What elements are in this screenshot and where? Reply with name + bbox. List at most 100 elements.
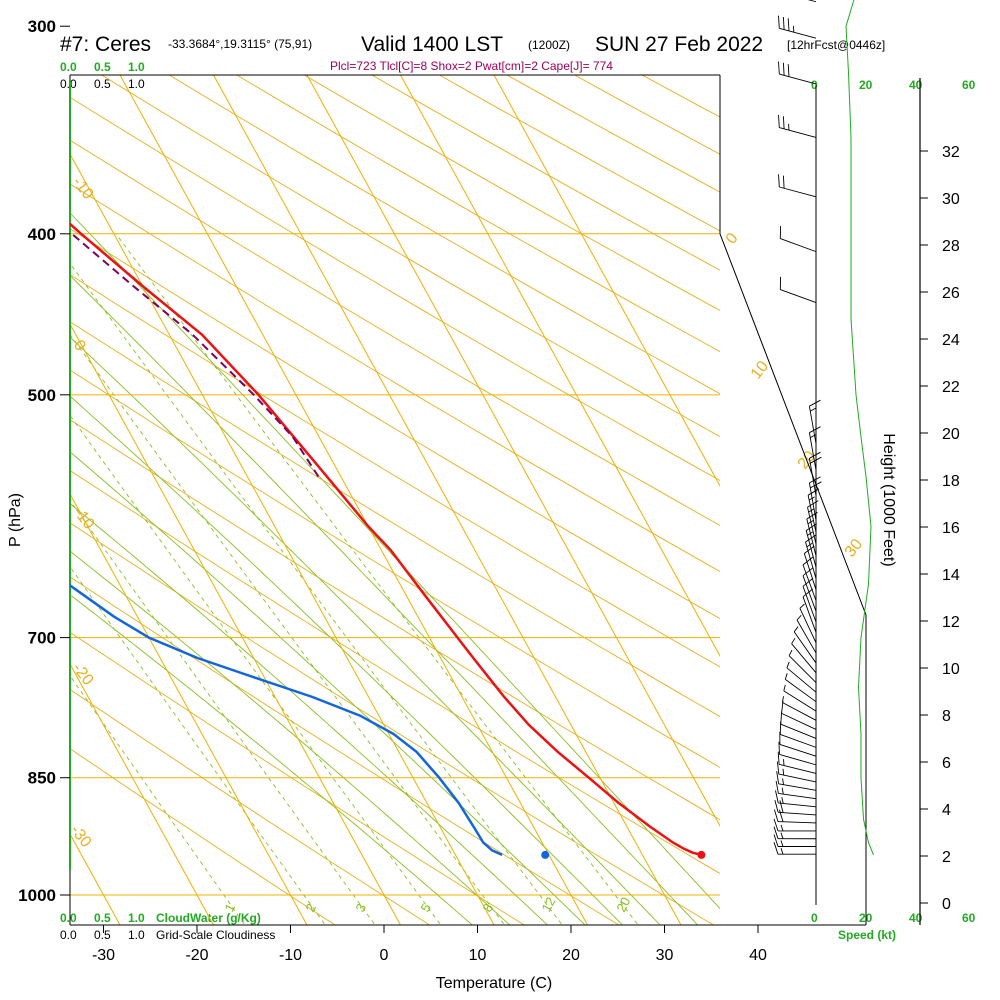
cloudwater-scale-bottom-0: 0.0 [60,911,77,925]
dry-adiabat [168,75,720,395]
wind-barb [773,826,817,840]
height-label: 30 [942,191,960,208]
speed-tick-bottom-60: 60 [962,911,976,925]
axes: 2503004005007008501000-30-20-10010203040… [18,17,960,964]
wind-barb-half-flag [793,626,799,633]
wind-barb-flag [782,116,785,129]
wind-barb-staff [802,586,817,623]
moist-adiabat [70,594,473,925]
wind-barb-flag [776,761,780,775]
wind-barb-flag [787,18,790,31]
wind-barb [779,276,817,304]
wind-barb-staff [802,575,817,612]
wind-barb-flag [807,488,820,496]
wind-barb-flag [778,114,780,128]
cloudwater-scale-0: 0.0 [60,60,77,74]
wind-barb-half-flag [786,661,790,668]
wind-barb-staff [808,458,817,496]
utc-time: (1200Z) [528,38,570,52]
wind-barb-flag [780,711,783,725]
wind-barb-flag [773,818,779,832]
wind-barb-flag [778,174,780,188]
wind-barb-flag [778,61,780,75]
parcel-profile [70,231,320,478]
pressure-label: 300 [28,17,56,36]
wind-barb-staff [802,596,817,633]
mixing-ratio-line [70,499,376,925]
wind-barb-flag [778,741,780,755]
wind-barb-staff [796,619,817,654]
dry-adiabat [303,75,720,312]
isotherm [70,153,495,925]
moist-adiabat [70,502,549,925]
wind-barb [796,615,817,654]
header: #7: Ceres -33.3684°,19.3115° (75,91) Val… [60,33,885,73]
isotherm [70,663,214,925]
wind-barb [808,476,822,521]
wind-barb-flag [802,567,814,577]
height-label: 18 [942,473,960,490]
wind-barb [802,578,817,623]
wind-barb-half-flag [782,768,785,776]
wind-panel [773,0,874,905]
cloudiness-scale-0: 0.0 [60,77,77,91]
height-label: 10 [942,661,960,678]
wind-barb-staff [808,432,817,471]
isotherm [493,75,720,487]
wind-barb [791,638,817,674]
wind-barb-staff [786,667,817,693]
wind-barb-flag [773,826,779,839]
wind-barb [784,673,817,703]
wind-barb [783,684,817,712]
wind-barb [773,818,817,832]
x-axis-title: Temperature (C) [436,975,552,992]
wind-barb-staff [805,530,817,568]
wind-barb-half-flag [781,797,784,804]
isotherm [213,75,682,925]
wind-barb-staff [777,821,817,824]
height-label: 26 [942,285,960,302]
wind-barb-staff [779,753,817,766]
wind-barb-flag [778,15,780,29]
moist-adiabat [70,336,661,925]
wind-barb-flag [778,809,784,822]
wind-barb-staff [788,655,817,683]
wind-barb-half-flag [783,684,786,692]
cloudwater-scale-bottom-1: 0.5 [94,911,111,925]
forecast-cycle: [12hrFcst@0446z] [787,38,885,52]
height-label: 28 [942,238,960,255]
wind-barb [802,588,817,633]
wind-barb-staff [807,495,817,533]
cloudwater-scale-2: 1.0 [128,60,145,74]
wind-barb-flag [809,476,821,484]
wind-barb-staff [778,802,817,808]
wind-barb-staff [807,0,817,3]
wind-barb-staff [806,518,817,556]
wind-barb-half-flag [781,787,784,795]
speed-tick-top-60: 60 [962,78,976,92]
wind-barb-staff [778,792,817,800]
dry-adiabat-label: 0 [723,230,742,248]
wind-barb-flag [779,800,784,813]
wind-barb-staff [791,643,817,674]
dry-adiabat [70,139,720,526]
temperature-profile [70,222,702,857]
temperature-label: 0 [380,947,389,964]
frame-diagonal [719,233,867,925]
wind-barb-flag [773,809,779,822]
wind-barb-staff [799,608,817,643]
speed-tick-top-40: 40 [909,78,923,92]
dry-adiabat [70,321,720,718]
dry-adiabat [70,96,720,482]
station-coordinates: -33.3684°,19.3115° (75,91) [168,37,312,51]
dry-adiabat [100,75,720,438]
isotherm [400,75,720,657]
pressure-label: 1000 [18,886,56,905]
wind-barb-flag [773,842,779,855]
pressure-label: 850 [28,769,56,788]
wind-barb-staff [803,553,817,590]
height-label: 4 [942,802,951,819]
wind-barb [803,545,817,590]
